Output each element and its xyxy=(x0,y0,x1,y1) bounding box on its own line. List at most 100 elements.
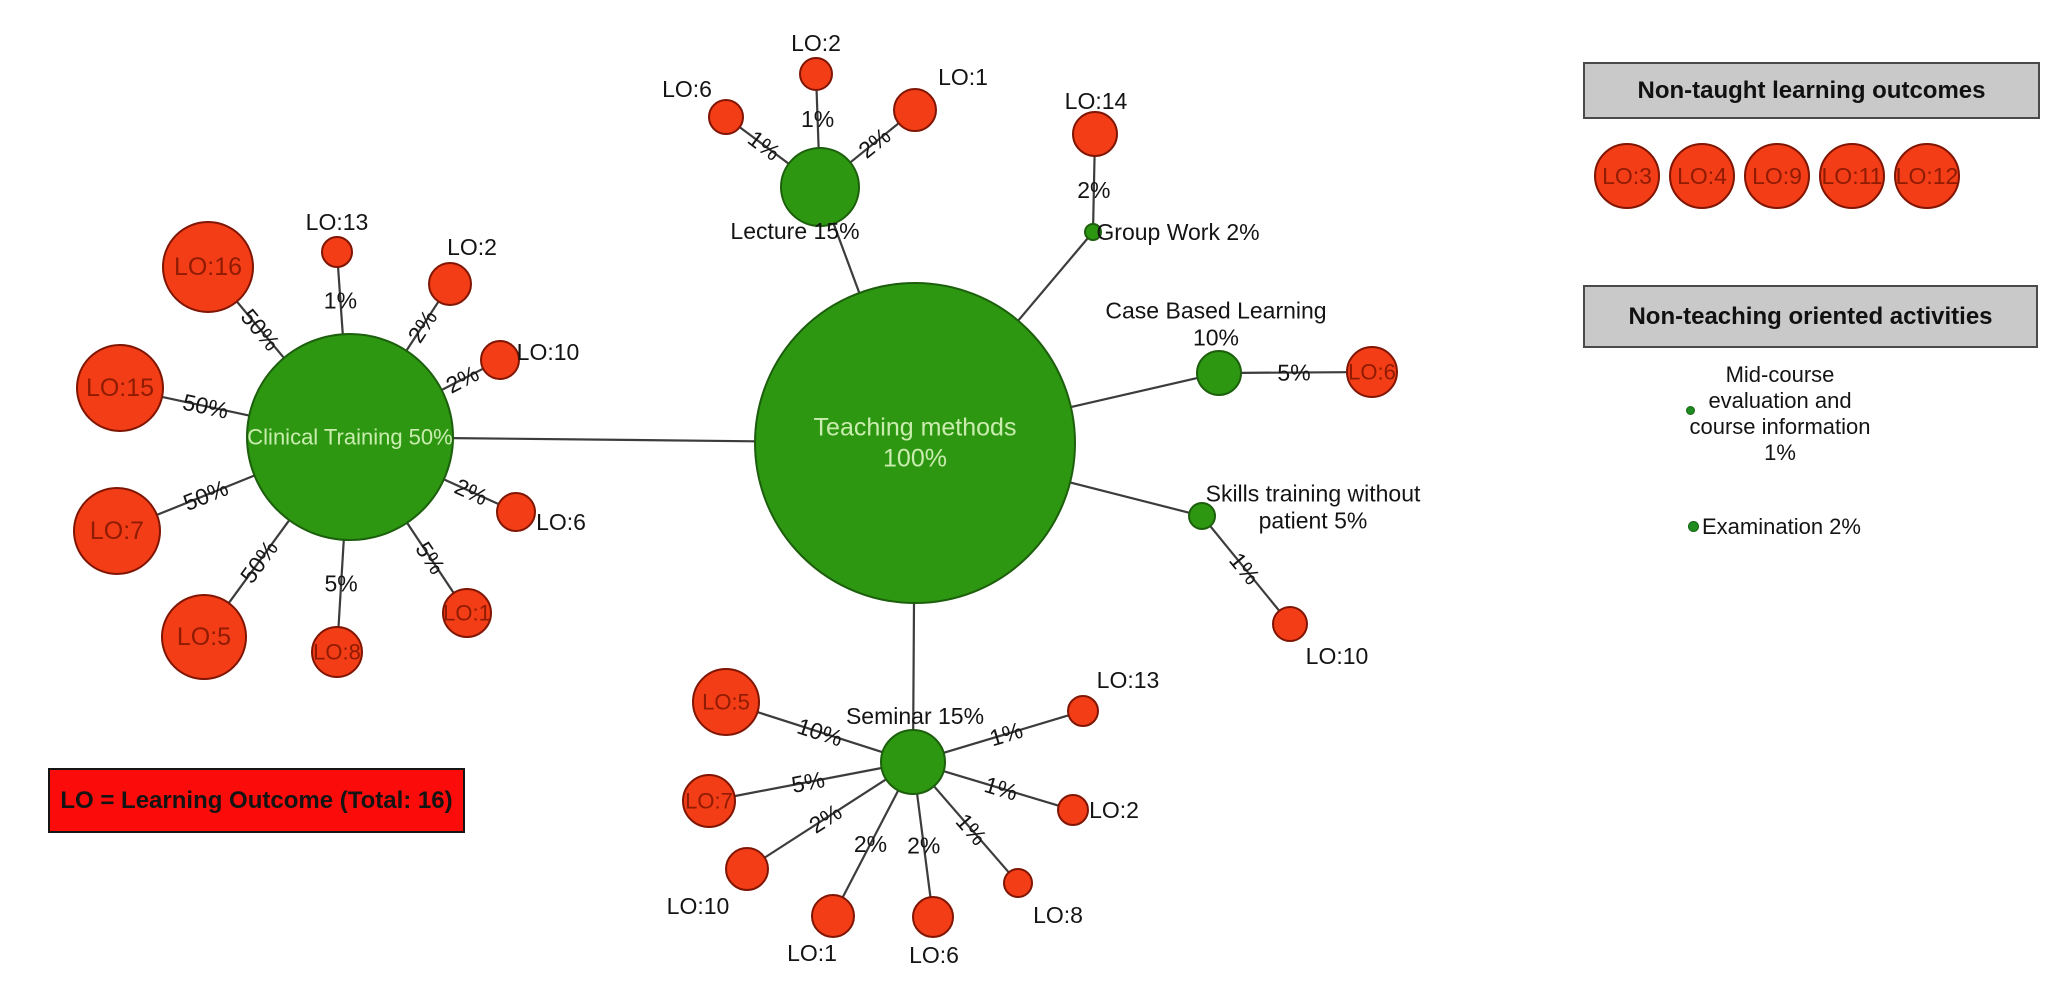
node-label-ct-lo1: LO:1 xyxy=(443,601,491,626)
node-label-sk-lo10: LO:10 xyxy=(1306,643,1369,669)
node-seminar xyxy=(880,729,946,795)
node-lecture xyxy=(780,147,860,227)
edge-clinical-ct-lo16 xyxy=(236,300,285,359)
node-label-ct-lo7: LO:7 xyxy=(90,517,144,545)
edge-teaching-lecture xyxy=(832,223,861,294)
node-label-sem-lo8: LO:8 xyxy=(1033,902,1083,928)
edge-label-seminar-sem-lo2: 1% xyxy=(981,771,1020,805)
node-label-ct-lo8: LO:8 xyxy=(313,640,361,665)
node-label-sem-lo5: LO:5 xyxy=(702,690,750,715)
edge-label-clinical-ct-lo7: 50% xyxy=(179,475,231,516)
edge-seminar-sem-lo8 xyxy=(933,785,1010,874)
edge-label-clinical-ct-lo6: 2% xyxy=(451,473,492,510)
node-label-ct-lo15: LO:15 xyxy=(86,374,154,402)
node-clinical xyxy=(246,333,454,541)
node-label-lecture: Lecture 15% xyxy=(730,218,859,244)
node-label-ct-lo13: LO:13 xyxy=(306,209,369,235)
mid-course-item: Mid-course evaluation and course informa… xyxy=(1689,362,1871,465)
edge-label-seminar-sem-lo6: 2% xyxy=(907,832,940,858)
node-ct-lo2 xyxy=(428,262,472,306)
edge-seminar-sem-lo10 xyxy=(764,778,887,859)
node-label-cbl: Case Based Learning xyxy=(1105,298,1326,324)
node-label-sem-lo6: LO:6 xyxy=(909,942,959,968)
node-sem-lo8 xyxy=(1003,868,1033,898)
node-lec-lo2 xyxy=(799,57,833,91)
lo-legend-text: LO = Learning Outcome (Total: 16) xyxy=(60,786,453,814)
node-label-sem-lo7: LO:7 xyxy=(685,789,733,814)
edge-label-lecture-lec-lo6: 1% xyxy=(743,125,785,166)
node-label-ct-lo2: LO:2 xyxy=(447,234,497,260)
edge-clinical-ct-lo6 xyxy=(443,478,500,506)
node-sem-lo1 xyxy=(811,894,855,938)
edge-teaching-clinical xyxy=(452,436,756,443)
mid-course-bullet-dot xyxy=(1686,406,1695,415)
edge-label-clinical-ct-lo1: 5% xyxy=(410,537,450,579)
edge-seminar-sem-lo13 xyxy=(943,714,1069,754)
non-teaching-title: Non-teaching oriented activities xyxy=(1628,302,1993,330)
non-taught-lo-row: LO:3 LO:4 LO:9 LO:11 LO:12 xyxy=(1594,143,1960,209)
node-sem-lo10 xyxy=(725,847,769,891)
examination-bullet-dot xyxy=(1688,521,1699,532)
node-sk-lo10 xyxy=(1272,606,1308,642)
edge-label-clinical-ct-lo16: 50% xyxy=(236,304,285,356)
node-ct-lo6 xyxy=(496,492,536,532)
edge-label-skills-sk-lo10: 1% xyxy=(1224,547,1265,589)
node-label-lec-lo1: LO:1 xyxy=(938,64,988,90)
edge-seminar-sem-lo6 xyxy=(916,793,932,898)
node-label-ct-lo6: LO:6 xyxy=(536,509,586,535)
node-label-seminar: Seminar 15% xyxy=(846,703,984,729)
node-label-ct-lo16: LO:16 xyxy=(174,253,242,281)
node-cbl-lo6 xyxy=(1346,346,1398,398)
node-label-cbl: 10% xyxy=(1193,325,1239,351)
edge-teaching-seminar xyxy=(912,602,916,731)
edge-lecture-lec-lo6 xyxy=(738,126,790,165)
edges-layer xyxy=(156,89,1348,898)
edge-label-lecture-lec-lo1: 2% xyxy=(853,122,895,163)
node-ct-lo5 xyxy=(161,594,247,680)
node-label-teaching: Teaching methods xyxy=(814,413,1017,441)
examination-item: Examination 2% xyxy=(1702,514,1861,539)
node-sem-lo7 xyxy=(682,774,736,828)
edge-seminar-sem-lo7 xyxy=(734,766,882,798)
edge-lecture-lec-lo2 xyxy=(815,89,820,149)
node-ct-lo1 xyxy=(442,588,492,638)
edge-lecture-lec-lo1 xyxy=(849,122,900,164)
node-ct-lo15 xyxy=(76,344,164,432)
node-sem-lo6 xyxy=(912,896,954,938)
non-taught-lo-chip: LO:4 xyxy=(1669,143,1735,209)
edge-seminar-sem-lo2 xyxy=(943,770,1059,807)
node-cbl xyxy=(1196,350,1242,396)
non-taught-lo-chip: LO:12 xyxy=(1894,143,1960,209)
edge-clinical-ct-lo2 xyxy=(405,300,440,352)
edge-label-seminar-sem-lo5: 10% xyxy=(794,713,846,752)
non-taught-title: Non-taught learning outcomes xyxy=(1637,76,1986,104)
edge-label-seminar-sem-lo7: 5% xyxy=(789,766,827,798)
edge-cbl-cbl-lo6 xyxy=(1240,371,1348,374)
node-skills xyxy=(1188,502,1216,530)
node-ct-lo10 xyxy=(480,340,520,380)
edge-teaching-cbl xyxy=(1070,376,1198,409)
lo-legend-box: LO = Learning Outcome (Total: 16) xyxy=(48,768,465,833)
node-label-lec-lo6: LO:6 xyxy=(662,76,712,102)
node-sem-lo2 xyxy=(1057,794,1089,826)
edge-groupwork-gw-lo14 xyxy=(1092,155,1096,225)
edge-label-seminar-sem-lo8: 1% xyxy=(951,808,992,850)
edge-label-seminar-sem-lo10: 2% xyxy=(804,799,846,839)
node-ct-lo16 xyxy=(162,221,254,313)
edge-clinical-ct-lo15 xyxy=(161,395,250,417)
non-taught-lo-chip: LO:11 xyxy=(1819,143,1885,209)
node-sem-lo5 xyxy=(692,668,760,736)
edge-clinical-ct-lo1 xyxy=(406,522,455,594)
node-label-skills: Skills training without xyxy=(1206,481,1421,507)
nodes-layer xyxy=(73,57,1398,938)
edge-label-clinical-ct-lo13: 1% xyxy=(324,288,357,314)
edge-seminar-sem-lo5 xyxy=(757,711,883,754)
node-label-clinical: Clinical Training 50% xyxy=(247,425,452,450)
non-taught-lo-chip: LO:3 xyxy=(1594,143,1660,209)
node-label-sem-lo13: LO:13 xyxy=(1097,667,1160,693)
node-groupwork xyxy=(1084,223,1102,241)
edge-clinical-ct-lo13 xyxy=(336,266,344,335)
edge-label-clinical-ct-lo15: 50% xyxy=(180,389,230,424)
